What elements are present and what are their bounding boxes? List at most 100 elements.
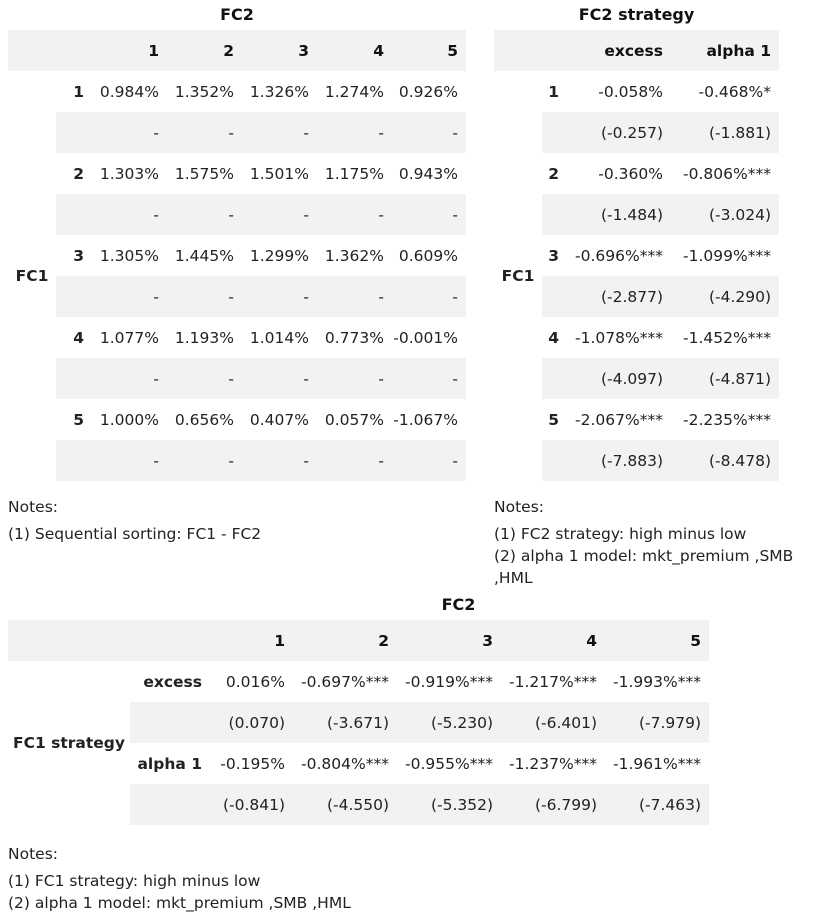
cell-tstat: (-1.881) [671, 112, 779, 153]
cell-tstat: - [242, 276, 317, 317]
cell-value: -0.697%*** [301, 672, 389, 691]
cell-tstat: - [392, 112, 466, 153]
table-row: 2 -0.360% -0.806%*** [494, 153, 779, 194]
table-caption: FC2 [220, 5, 254, 24]
cell-value: -1.078%*** [575, 328, 663, 347]
cell-value: -2.235%*** [683, 410, 771, 429]
table-row: 5 1.000% 0.656% 0.407% 0.057% -1.067% [8, 399, 466, 440]
cell-value: 1.575% [174, 164, 234, 183]
cell-tstat: - [167, 440, 242, 481]
notes-heading: Notes: [8, 845, 58, 863]
cell-tstat: - [242, 358, 317, 399]
cell-tstat: - [317, 194, 392, 235]
cell-value: 1.501% [249, 164, 309, 183]
col-header: 5 [605, 620, 709, 661]
header-row: excess alpha 1 [494, 30, 779, 71]
cell-value: 1.000% [99, 410, 159, 429]
row-label: alpha 1 [137, 754, 202, 773]
row-label: excess [143, 672, 202, 691]
row-label: 3 [73, 246, 84, 265]
row-label: 5 [73, 410, 84, 429]
cell-value: -0.696%*** [575, 246, 663, 265]
cell-tstat: (-6.799) [501, 784, 605, 825]
table-row-tstat: (-7.883) (-8.478) [494, 440, 779, 481]
cell-value: 0.609% [398, 246, 458, 265]
table-row-tstat: (-2.877) (-4.290) [494, 276, 779, 317]
row-label: 3 [548, 246, 559, 265]
row-label: 1 [73, 82, 84, 101]
cell-tstat: (-7.979) [605, 702, 709, 743]
col-header: 4 [501, 620, 605, 661]
table-row: alpha 1 -0.195% -0.804%*** -0.955%*** -1… [8, 743, 709, 784]
table-row-tstat: (-1.484) (-3.024) [494, 194, 779, 235]
table-row: 3 1.305% 1.445% 1.299% 1.362% 0.609% [8, 235, 466, 276]
table-row-tstat: - - - - - [8, 276, 466, 317]
col-header: 2 [293, 620, 397, 661]
cell-value: -2.067%*** [575, 410, 663, 429]
cell-tstat: - [317, 276, 392, 317]
row-group-label: FC1 [15, 267, 49, 285]
cell-tstat: (-6.401) [501, 702, 605, 743]
cell-tstat: - [242, 194, 317, 235]
table-row: 2 1.303% 1.575% 1.501% 1.175% 0.943% [8, 153, 466, 194]
table-row: FC1 1 -0.058% -0.468%* [494, 71, 779, 286]
row-label: 2 [548, 164, 559, 183]
table-fc1-fc2-returns: FC2 1 2 3 4 5 FC1 1 0.984% 1.352% 1.326%… [8, 0, 466, 481]
col-header: 5 [392, 30, 466, 71]
cell-tstat: (-8.478) [671, 440, 779, 481]
strategy-table: excess alpha 1 FC1 1 -0.058% -0.468%* (-… [494, 30, 779, 481]
cell-value: 0.656% [174, 410, 234, 429]
cell-value: 1.274% [324, 82, 384, 101]
table-row: 3 -0.696%*** -1.099%*** [494, 235, 779, 276]
col-header: 3 [397, 620, 501, 661]
table-row-tstat: - - - - - [8, 440, 466, 481]
cell-value: 1.077% [99, 328, 159, 347]
cell-tstat: - [92, 194, 167, 235]
row-label: 1 [548, 82, 559, 101]
cell-value: 0.926% [398, 82, 458, 101]
row-label: 4 [73, 328, 84, 347]
table-row-tstat: - - - - - [8, 112, 466, 153]
cell-value: 1.445% [174, 246, 234, 265]
table-fc2-strategy: FC2 strategy excess alpha 1 FC1 1 -0.058… [494, 0, 779, 481]
cell-tstat: - [317, 358, 392, 399]
note-line: (2) alpha 1 model: mkt_premium ,SMB ,HML [494, 547, 794, 587]
cell-value: -0.806%*** [683, 164, 771, 183]
cell-value: 1.193% [174, 328, 234, 347]
col-header: 1 [92, 30, 167, 71]
cell-tstat: (-7.883) [567, 440, 671, 481]
cell-tstat: - [92, 440, 167, 481]
cell-value: -1.993%*** [613, 672, 701, 691]
cell-tstat: (-3.671) [293, 702, 397, 743]
header-row: 1 2 3 4 5 [8, 30, 466, 71]
cell-tstat: - [92, 276, 167, 317]
header-row: 1 2 3 4 5 [8, 620, 709, 661]
returns-table: 1 2 3 4 5 FC1 1 0.984% 1.352% 1.326% 1.2… [8, 30, 466, 481]
table-row: FC1 strategy excess 0.016% -0.697%*** -0… [8, 661, 709, 753]
cell-tstat: (-3.024) [671, 194, 779, 235]
table1-notes: Notes: (1) Sequential sorting: FC1 - FC2 [8, 496, 261, 545]
note-line: (1) FC2 strategy: high minus low [494, 525, 747, 543]
table3-notes: Notes: (1) FC1 strategy: high minus low … [8, 843, 351, 914]
cell-value: 0.943% [398, 164, 458, 183]
cell-tstat: (-5.230) [397, 702, 501, 743]
col-header: 1 [210, 620, 293, 661]
note-line: (1) FC1 strategy: high minus low [8, 872, 261, 890]
cell-tstat: - [392, 358, 466, 399]
cell-value: 1.352% [174, 82, 234, 101]
cell-value: -1.237%*** [509, 754, 597, 773]
cell-tstat: - [92, 358, 167, 399]
cell-value: -1.217%*** [509, 672, 597, 691]
cell-value: -0.468%* [698, 82, 771, 101]
cell-tstat: (-4.871) [671, 358, 779, 399]
cell-value: -1.961%*** [613, 754, 701, 773]
cell-value: -0.804%*** [301, 754, 389, 773]
col-header: alpha 1 [671, 30, 779, 71]
row-group-label: FC1 strategy [12, 734, 125, 752]
table-fc1-strategy: FC2 1 2 3 4 5 FC1 strategy excess 0.016%… [8, 590, 709, 825]
cell-tstat: - [167, 112, 242, 153]
cell-tstat: - [92, 112, 167, 153]
cell-value: -0.058% [598, 82, 663, 101]
cell-value: -0.001% [393, 328, 458, 347]
cell-tstat: - [392, 440, 466, 481]
